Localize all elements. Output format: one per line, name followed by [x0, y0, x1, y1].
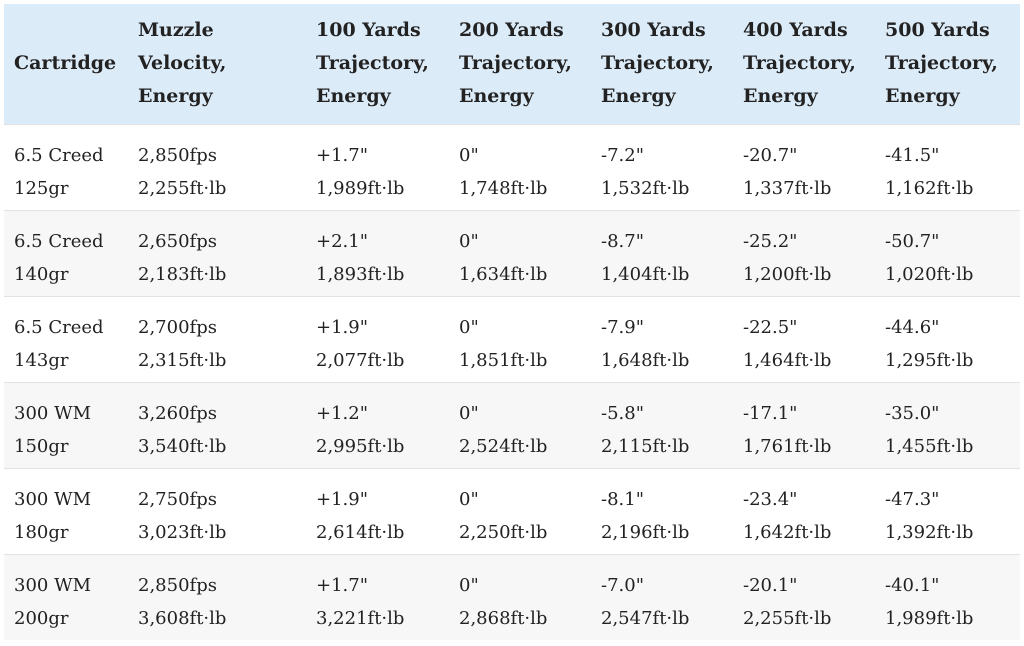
yards-400-cell: -20.1" 2,255ft·lb	[743, 574, 832, 629]
yards-100-cell: +2.1" 1,893ft·lb	[316, 230, 405, 285]
table-row: 300 WM 180gr 2,750fps 3,023ft·lb +1.9" 2,61…	[4, 468, 1020, 554]
muzzle-cell: 2,750fps 3,023ft·lb	[138, 488, 227, 543]
yards-300-cell: -8.7" 1,404ft·lb	[601, 230, 690, 285]
muzzle-cell: 2,850fps 2,255ft·lb	[138, 144, 227, 199]
header-muzzle: Muzzle Velocity, Energy	[138, 19, 227, 108]
yards-100-cell: +1.9" 2,614ft·lb	[316, 488, 405, 543]
muzzle-cell: 3,260fps 3,540ft·lb	[138, 402, 227, 457]
yards-500-cell: -35.0" 1,455ft·lb	[885, 402, 974, 457]
header-100-yards: 100 Yards Trajectory, Energy	[316, 19, 429, 108]
yards-200-cell: 0" 1,634ft·lb	[459, 230, 548, 285]
cartridge-cell: 6.5 Creed 125gr	[14, 144, 104, 199]
yards-500-cell: -47.3" 1,392ft·lb	[885, 488, 974, 543]
table-header: Cartridge Muzzle Velocity, Energy 100 Ya…	[4, 4, 1020, 124]
yards-400-cell: -17.1" 1,761ft·lb	[743, 402, 832, 457]
header-400-yards: 400 Yards Trajectory, Energy	[743, 19, 856, 108]
header-200-yards: 200 Yards Trajectory, Energy	[459, 19, 572, 108]
header-500-yards: 500 Yards Trajectory, Energy	[885, 19, 998, 108]
table-row: 300 WM 150gr 3,260fps 3,540ft·lb +1.2" 2,99…	[4, 382, 1020, 468]
header-300-yards: 300 Yards Trajectory, Energy	[601, 19, 714, 108]
ballistics-table: Cartridge Muzzle Velocity, Energy 100 Ya…	[4, 4, 1020, 640]
yards-100-cell: +1.7" 3,221ft·lb	[316, 574, 405, 629]
yards-500-cell: -41.5" 1,162ft·lb	[885, 144, 974, 199]
yards-400-cell: -23.4" 1,642ft·lb	[743, 488, 832, 543]
cartridge-cell: 300 WM 200gr	[14, 574, 92, 629]
yards-400-cell: -20.7" 1,337ft·lb	[743, 144, 832, 199]
muzzle-cell: 2,650fps 2,183ft·lb	[138, 230, 227, 285]
yards-500-cell: -40.1" 1,989ft·lb	[885, 574, 974, 629]
yards-300-cell: -7.2" 1,532ft·lb	[601, 144, 690, 199]
muzzle-cell: 2,850fps 3,608ft·lb	[138, 574, 227, 629]
header-cartridge: Cartridge	[14, 52, 117, 75]
yards-300-cell: -7.0" 2,547ft·lb	[601, 574, 690, 629]
yards-200-cell: 0" 1,851ft·lb	[459, 316, 548, 371]
cartridge-cell: 300 WM 180gr	[14, 488, 92, 543]
yards-100-cell: +1.2" 2,995ft·lb	[316, 402, 405, 457]
yards-500-cell: -50.7" 1,020ft·lb	[885, 230, 974, 285]
yards-100-cell: +1.9" 2,077ft·lb	[316, 316, 405, 371]
table-row: 6.5 Creed 140gr 2,650fps 2,183ft·lb +2.1" 1…	[4, 210, 1020, 296]
yards-300-cell: -5.8" 2,115ft·lb	[601, 402, 690, 457]
yards-100-cell: +1.7" 1,989ft·lb	[316, 144, 405, 199]
muzzle-cell: 2,700fps 2,315ft·lb	[138, 316, 227, 371]
cartridge-cell: 6.5 Creed 140gr	[14, 230, 104, 285]
header-row: Cartridge Muzzle Velocity, Energy 100 Ya…	[4, 4, 1020, 124]
table-row: 300 WM 200gr 2,850fps 3,608ft·lb +1.7" 3,22…	[4, 554, 1020, 640]
yards-200-cell: 0" 2,250ft·lb	[459, 488, 548, 543]
yards-400-cell: -22.5" 1,464ft·lb	[743, 316, 832, 371]
table-row: 6.5 Creed 143gr 2,700fps 2,315ft·lb +1.9" 2…	[4, 296, 1020, 382]
table-body: 6.5 Creed 125gr 2,850fps 2,255ft·lb +1.7" 1…	[4, 124, 1020, 640]
yards-300-cell: -7.9" 1,648ft·lb	[601, 316, 690, 371]
yards-400-cell: -25.2" 1,200ft·lb	[743, 230, 832, 285]
cartridge-cell: 6.5 Creed 143gr	[14, 316, 104, 371]
yards-200-cell: 0" 1,748ft·lb	[459, 144, 548, 199]
yards-500-cell: -44.6" 1,295ft·lb	[885, 316, 974, 371]
yards-200-cell: 0" 2,524ft·lb	[459, 402, 548, 457]
table-row: 6.5 Creed 125gr 2,850fps 2,255ft·lb +1.7" 1…	[4, 124, 1020, 210]
cartridge-cell: 300 WM 150gr	[14, 402, 92, 457]
yards-200-cell: 0" 2,868ft·lb	[459, 574, 548, 629]
yards-300-cell: -8.1" 2,196ft·lb	[601, 488, 690, 543]
